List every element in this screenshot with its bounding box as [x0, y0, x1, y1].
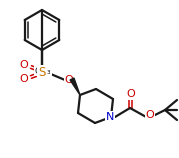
Text: O: O [20, 60, 28, 70]
Text: N: N [106, 112, 114, 122]
Text: CH₃: CH₃ [35, 67, 51, 76]
Polygon shape [70, 78, 80, 95]
Text: O: O [65, 75, 73, 85]
Text: O: O [20, 74, 28, 84]
Text: O: O [146, 110, 154, 120]
Text: S: S [38, 66, 46, 79]
Text: O: O [127, 89, 135, 99]
